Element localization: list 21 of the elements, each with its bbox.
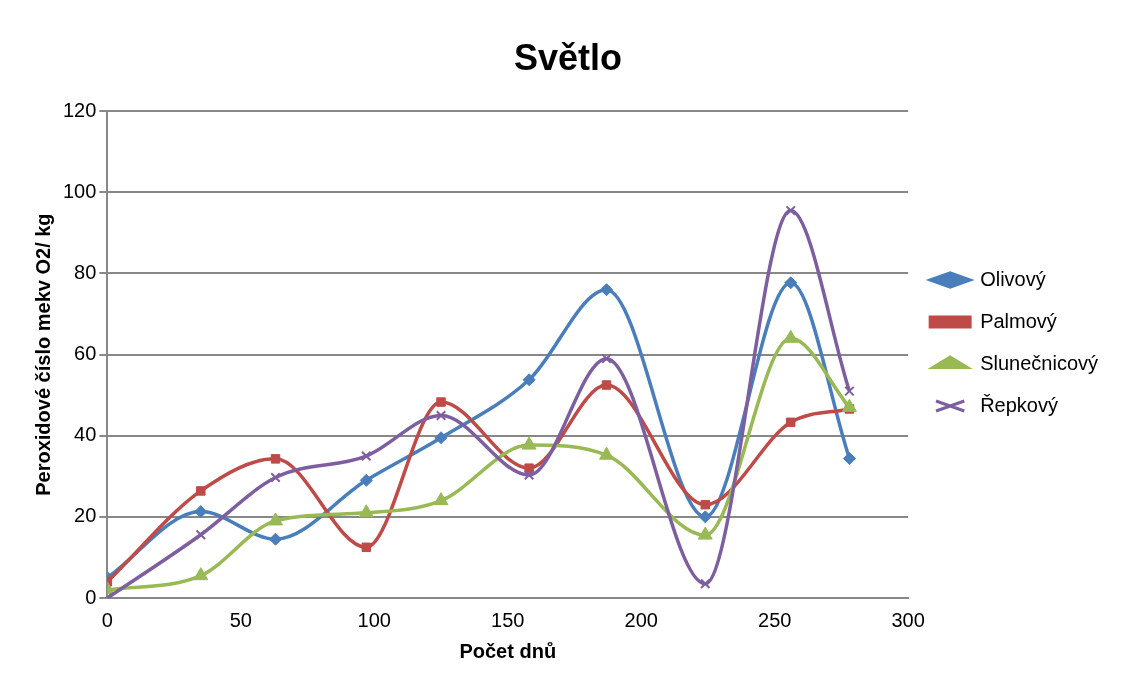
y-tick-label: 100 [62,179,97,202]
y-tick-label: 80 [74,260,97,283]
x-tick-label: 100 [357,608,391,631]
x-axis-title: Počet dnů [459,639,557,662]
x-tick-label: 150 [491,608,525,631]
legend-label: Palmový [980,309,1057,332]
chart-title: Světlo [513,36,623,78]
legend-label: Řepkový [980,393,1058,416]
y-tick-label: 20 [74,504,97,527]
x-tick-label: 200 [624,608,658,631]
legend-label: Olivový [980,267,1046,290]
x-tick-label: 300 [891,608,925,631]
y-tick-label: 60 [74,342,97,365]
x-tick-label: 50 [229,608,252,631]
y-axis-title: Peroxidové číslo mekv O2/ kg [31,213,54,496]
y-tick-label: 120 [62,98,97,121]
y-tick-label: 0 [85,585,97,608]
y-tick-label: 40 [74,423,97,446]
x-tick-label: 0 [101,608,113,631]
legend-label: Slunečnicový [980,351,1098,374]
x-tick-label: 250 [758,608,792,631]
